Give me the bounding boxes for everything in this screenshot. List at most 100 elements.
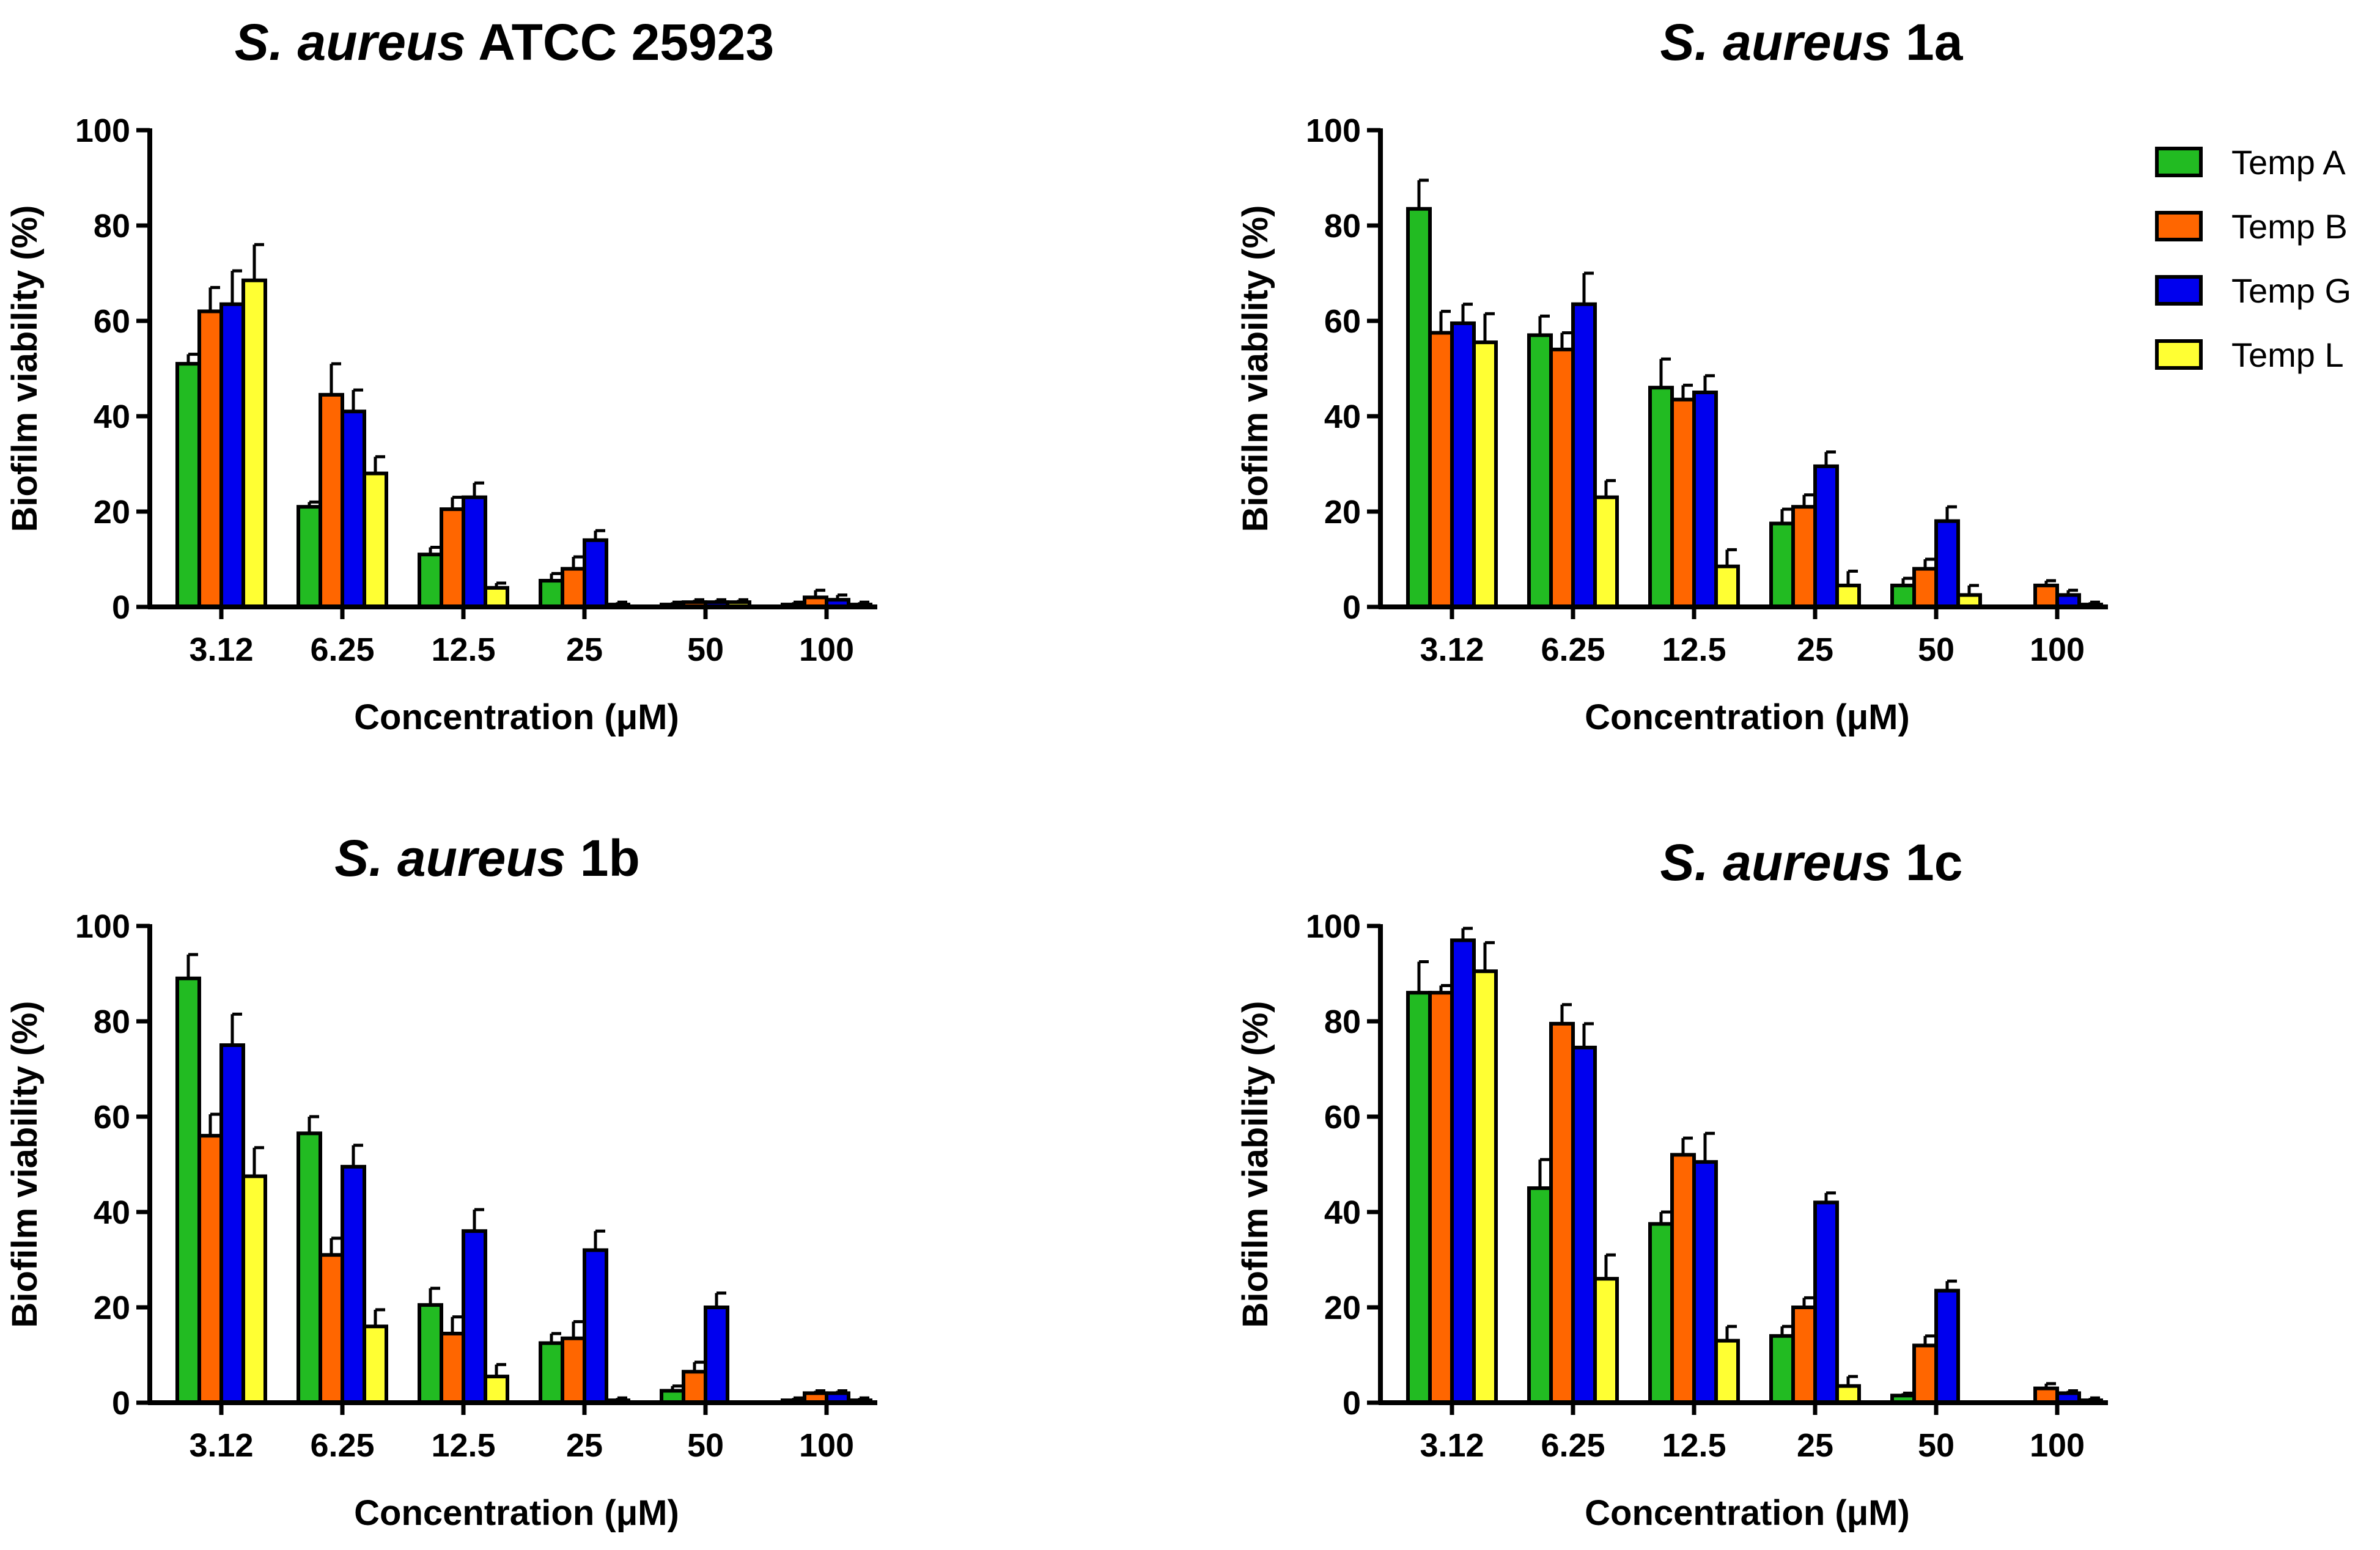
bar-temp-g [341, 1164, 366, 1405]
y-tick-label: 60 [1324, 1099, 1361, 1136]
y-tick-label: 100 [1306, 112, 1361, 149]
bar-temp-l [1835, 1384, 1861, 1405]
y-tick-label: 60 [1324, 303, 1361, 340]
y-tick-label: 100 [75, 112, 130, 149]
bar-temp-g [341, 410, 366, 609]
y-tick-label: 0 [1343, 589, 1361, 626]
y-tick-label: 40 [94, 1194, 130, 1231]
legend-label: Temp B [2231, 207, 2348, 246]
y-axis-label: Biofilm viability (%) [1236, 205, 1275, 532]
bar-temp-b [197, 309, 223, 609]
x-tick-label: 25 [1797, 1427, 1833, 1464]
bar-temp-a [418, 1303, 443, 1405]
chart-panel-4: S. aureus 1c 0 20 40 60 80 100 Biofilm viabilit… [1236, 834, 2108, 1533]
x-axis-label: Concentration (μM) [354, 697, 679, 737]
x-tick-label: 3.12 [189, 631, 253, 668]
bar-temp-b [1791, 1306, 1817, 1405]
bar-temp-g [1571, 302, 1597, 609]
bar-temp-g [1692, 391, 1718, 609]
bar-temp-g [583, 1248, 608, 1405]
bar-temp-l [1593, 495, 1619, 609]
legend-label: Temp A [2231, 143, 2346, 182]
bar-temp-g [1692, 1160, 1718, 1405]
x-axis-label: Concentration (μM) [1585, 1493, 1910, 1533]
bar-temp-g [583, 538, 608, 609]
bar-temp-a [297, 1131, 322, 1405]
bar-temp-l [241, 1174, 267, 1405]
bar-temp-l [1472, 340, 1498, 609]
x-tick-label: 100 [2030, 1427, 2085, 1464]
y-tick-label: 0 [112, 1385, 130, 1422]
chart-title: S. aureus 1a [1660, 13, 1964, 71]
bar-temp-b [561, 567, 586, 609]
y-tick-label: 80 [94, 1004, 130, 1040]
chart-title: S. aureus ATCC 25923 [235, 13, 774, 71]
bar-temp-a [1648, 1222, 1674, 1405]
bar-temp-b [682, 1370, 707, 1405]
bar-temp-a [539, 579, 564, 609]
x-axis-label: Concentration (μM) [354, 1493, 679, 1533]
bar-temp-g [219, 1043, 245, 1405]
bar-temp-b [1670, 397, 1696, 609]
x-tick-label: 50 [1918, 1427, 1954, 1464]
y-tick-label: 20 [94, 1290, 130, 1326]
x-tick-label: 12.5 [1662, 1427, 1726, 1464]
bar-temp-b [1791, 505, 1817, 609]
x-tick-label: 12.5 [431, 631, 495, 668]
bar-temp-b [1912, 567, 1938, 609]
bar-temp-a [418, 553, 443, 609]
chart-title-text: 1b [566, 829, 639, 887]
bar-temp-l [1714, 1339, 1740, 1405]
bar-temp-l [484, 1375, 509, 1405]
y-tick-label: 80 [1324, 208, 1361, 244]
bar-temp-b [1428, 991, 1454, 1405]
x-tick-label: 50 [687, 631, 724, 668]
y-tick-label: 80 [1324, 1004, 1361, 1040]
x-tick-label: 3.12 [1420, 1427, 1484, 1464]
y-tick-label: 0 [112, 589, 130, 626]
y-tick-label: 0 [1343, 1385, 1361, 1422]
x-tick-label: 3.12 [189, 1427, 253, 1464]
bar-temp-a [1769, 521, 1795, 609]
bar-temp-g [1450, 321, 1476, 609]
y-tick-label: 80 [94, 208, 130, 244]
bar-temp-g [462, 495, 487, 609]
chart-title-italic: S. aureus [235, 13, 466, 71]
chart-panel-2: S. aureus 1a 0 20 40 60 80 100 Biofilm viabilit… [1236, 13, 2108, 737]
y-tick-label: 100 [75, 908, 130, 945]
x-tick-label: 6.25 [310, 631, 374, 668]
x-tick-label: 6.25 [310, 1427, 374, 1464]
bar-temp-a [1406, 207, 1432, 609]
chart-panel-3: S. aureus 1b 0 20 40 60 80 100 Biofilm viabilit… [5, 829, 877, 1533]
x-tick-label: 25 [566, 631, 603, 668]
y-tick-label: 40 [1324, 399, 1361, 435]
bar-temp-b [319, 1253, 344, 1405]
x-tick-label: 3.12 [1420, 631, 1484, 668]
bar-temp-g [1813, 464, 1839, 609]
x-tick-label: 50 [687, 1427, 724, 1464]
y-axis-label: Biofilm viability (%) [5, 205, 45, 532]
bar-temp-l [1835, 583, 1861, 609]
bar-temp-a [175, 362, 201, 609]
chart-title-italic: S. aureus [1660, 13, 1892, 71]
bar-temp-a [1527, 1186, 1553, 1405]
bar-temp-b [440, 507, 465, 609]
bar-temp-l [363, 1324, 388, 1405]
chart-panel-1: S. aureus ATCC 25923 0 20 40 60 80 100 Biofilm … [5, 13, 877, 737]
y-tick-label: 20 [1324, 1290, 1361, 1326]
legend-swatch [2155, 147, 2203, 177]
y-tick-label: 40 [1324, 1194, 1361, 1231]
chart-title-italic: S. aureus [334, 829, 566, 887]
bar-temp-b [1549, 347, 1575, 609]
bar-temp-a [1648, 386, 1674, 609]
legend-label: Temp L [2231, 336, 2344, 374]
x-tick-label: 100 [2030, 631, 2085, 668]
y-tick-label: 20 [1324, 494, 1361, 531]
bar-temp-a [1890, 583, 1916, 609]
x-tick-label: 100 [799, 1427, 854, 1464]
legend: Temp A Temp B Temp G Temp L [2155, 143, 2351, 374]
x-tick-label: 100 [799, 631, 854, 668]
x-tick-label: 12.5 [1662, 631, 1726, 668]
bar-temp-b [1912, 1343, 1938, 1405]
